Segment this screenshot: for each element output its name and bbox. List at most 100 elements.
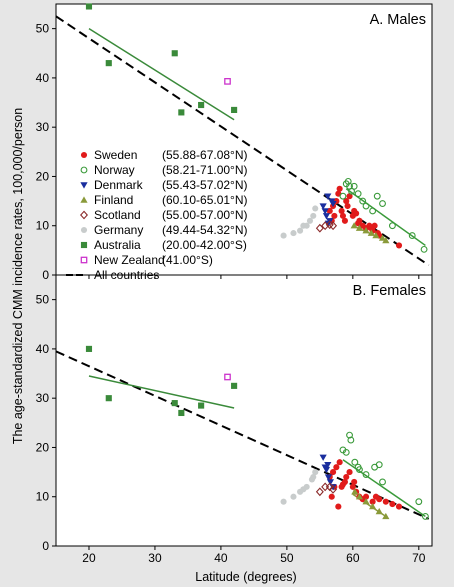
point-sweden	[344, 202, 351, 210]
legend-swatch	[80, 256, 88, 264]
point-norway	[347, 436, 355, 444]
point-germany	[312, 205, 319, 212]
point-denmark	[322, 213, 331, 220]
point-germany	[290, 230, 297, 237]
point-sweden	[331, 212, 338, 219]
panels-layer: 0 10 20 30 40 50 A. Males Sweden (55.88-67.08°N)…	[36, 3, 432, 565]
y-tick-label: 0	[42, 539, 49, 553]
point-germany	[310, 212, 317, 219]
x-axis-label: Latitude (degrees)	[195, 570, 296, 584]
point-denmark	[319, 454, 327, 461]
y-tick-label: 40	[36, 342, 50, 356]
legend: Sweden (55.88-67.08°N) Norway (58.21-71.00°…	[66, 148, 248, 282]
y-tick-label: 50	[36, 22, 50, 36]
point-finland	[375, 507, 383, 515]
fit-line-all-countries	[55, 15, 430, 266]
point-sweden	[343, 198, 350, 205]
legend-swatch	[80, 210, 88, 220]
y-tick-label: 50	[36, 293, 50, 307]
legend-label: Denmark	[94, 178, 144, 192]
legend-range: (20.00-42.00°S)	[162, 238, 247, 252]
y-tick-label: 10	[36, 490, 50, 504]
point-finland	[362, 227, 370, 234]
series-norway	[339, 431, 429, 520]
point-norway	[420, 245, 428, 253]
series-scotland	[315, 220, 338, 233]
legend-entry-scotland: Scotland (55.00-57.00°N)	[80, 208, 248, 222]
point-norway	[379, 478, 386, 486]
point-norway	[351, 458, 359, 466]
series-finland	[351, 488, 390, 520]
point-sweden	[349, 483, 356, 490]
point-australia	[105, 60, 112, 67]
point-australia	[231, 382, 238, 389]
point-denmark	[326, 479, 335, 486]
point-denmark	[329, 200, 337, 208]
fit-line-all-countries	[55, 350, 430, 520]
point-finland	[362, 498, 370, 505]
point-norway	[362, 471, 370, 478]
point-germany	[280, 232, 287, 239]
series-germany	[280, 469, 319, 505]
y-tick-label: 20	[36, 169, 50, 183]
point-sweden	[341, 217, 348, 224]
panel-title: B. Females	[353, 283, 426, 299]
point-germany	[310, 473, 317, 481]
x-tick-label: 50	[280, 551, 294, 565]
point-new-zealand	[224, 373, 231, 381]
point-germany	[280, 498, 287, 505]
point-australia	[178, 109, 185, 116]
point-norway	[339, 192, 347, 200]
point-finland	[351, 488, 359, 495]
point-norway	[415, 498, 423, 506]
point-sweden	[336, 185, 343, 192]
point-norway	[369, 207, 377, 215]
point-australia	[105, 395, 112, 402]
point-sweden	[362, 493, 370, 500]
point-sweden	[376, 496, 383, 503]
point-sweden	[339, 212, 347, 219]
point-sweden	[368, 225, 375, 232]
point-new-zealand	[224, 78, 231, 85]
point-scotland	[329, 484, 338, 494]
legend-entry-australia: Australia (20.00-42.00°S)	[80, 238, 247, 252]
point-germany	[312, 469, 319, 476]
legend-swatch	[80, 196, 88, 203]
point-sweden	[328, 493, 335, 500]
legend-range: (41.00°S)	[162, 253, 213, 267]
point-norway	[408, 232, 416, 240]
legend-entry-new-zealand: New Zealand(41.00°S)	[80, 253, 213, 267]
legend-label: Australia	[94, 238, 141, 252]
point-norway	[388, 222, 396, 230]
legend-label: Scotland	[94, 208, 141, 222]
legend-swatch	[80, 226, 88, 234]
series-finland	[350, 222, 390, 244]
point-norway	[342, 448, 350, 456]
point-sweden	[326, 207, 333, 215]
panel-males: 0 10 20 30 40 50 A. Males Sweden (55.88-67.08°N)…	[36, 3, 432, 282]
point-scotland	[315, 223, 324, 233]
series-new-zealand	[224, 373, 231, 381]
x-tick-label: 60	[346, 551, 360, 565]
point-australia	[85, 345, 93, 352]
point-finland	[367, 229, 375, 236]
fit-line-australia	[88, 375, 235, 409]
legend-entry-all-countries: All countries	[66, 268, 159, 282]
point-sweden	[346, 469, 353, 476]
legend-label: Germany	[94, 223, 143, 237]
point-norway	[373, 192, 381, 200]
point-sweden	[335, 503, 342, 510]
point-sweden	[338, 207, 345, 215]
legend-entry-finland: Finland (60.10-65.01°N)	[80, 193, 248, 207]
point-australia	[171, 50, 178, 57]
point-germany	[306, 217, 314, 224]
point-sweden	[389, 501, 396, 508]
legend-entry-germany: Germany (49.44-54.32°N)	[80, 223, 248, 237]
point-australia	[231, 106, 238, 113]
point-australia	[198, 101, 205, 109]
y-axis-label: The age-standardized CMM incidence rates…	[11, 108, 25, 444]
legend-swatch	[80, 182, 88, 189]
legend-label: Sweden	[94, 148, 137, 162]
legend-range: (49.44-54.32°N)	[162, 223, 248, 237]
